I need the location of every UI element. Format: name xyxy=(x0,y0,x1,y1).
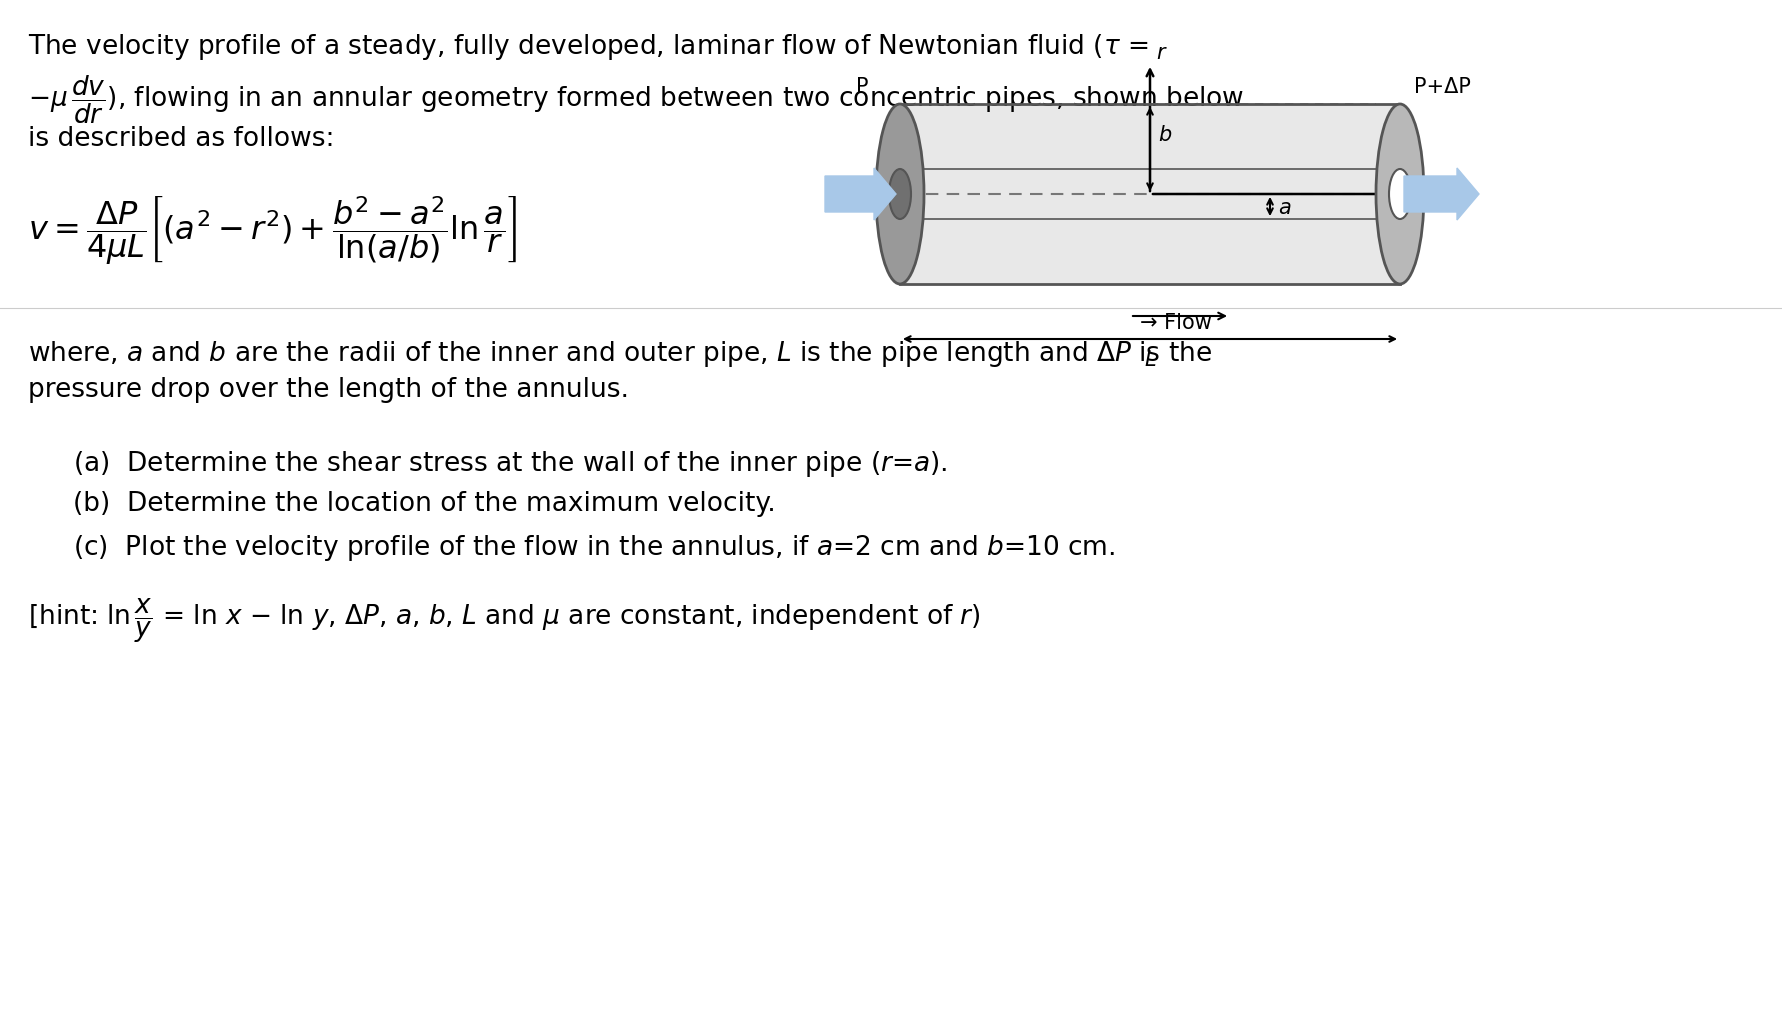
Ellipse shape xyxy=(1388,170,1411,220)
Text: b: b xyxy=(1158,125,1171,145)
Ellipse shape xyxy=(1376,105,1424,284)
Text: The velocity profile of a steady, fully developed, laminar flow of Newtonian flu: The velocity profile of a steady, fully … xyxy=(29,32,1149,62)
Text: [hint: $\ln\dfrac{x}{y}$ = ln $x$ $-$ ln $y$, $\Delta P$, $a$, $b$, $L$ and $\mu: [hint: $\ln\dfrac{x}{y}$ = ln $x$ $-$ ln… xyxy=(29,596,980,645)
Text: (b)  Determine the location of the maximum velocity.: (b) Determine the location of the maximu… xyxy=(73,490,775,517)
Ellipse shape xyxy=(877,105,925,284)
Polygon shape xyxy=(900,105,1401,284)
Text: $v = \dfrac{\Delta P}{4\mu L}\left[(a^2 - r^2) + \dfrac{b^2 - a^2}{\ln(a/b)}\ln\: $v = \dfrac{\Delta P}{4\mu L}\left[(a^2 … xyxy=(29,194,517,266)
FancyArrow shape xyxy=(1404,169,1479,221)
Text: r: r xyxy=(1157,43,1165,63)
Text: pressure drop over the length of the annulus.: pressure drop over the length of the ann… xyxy=(29,377,629,403)
Ellipse shape xyxy=(889,170,911,220)
Text: where, $a$ and $b$ are the radii of the inner and outer pipe, $L$ is the pipe le: where, $a$ and $b$ are the radii of the … xyxy=(29,338,1212,369)
Text: a: a xyxy=(1278,198,1290,217)
Text: P+ΔP: P+ΔP xyxy=(1415,76,1470,97)
Text: (c)  Plot the velocity profile of the flow in the annulus, if $a$=2 cm and $b$=1: (c) Plot the velocity profile of the flo… xyxy=(73,533,1116,562)
Text: P: P xyxy=(855,76,870,97)
Text: L: L xyxy=(1144,350,1157,370)
Text: → Flow: → Flow xyxy=(1140,313,1212,332)
FancyArrow shape xyxy=(825,169,896,221)
Text: is described as follows:: is described as follows: xyxy=(29,126,335,152)
Text: $-\mu\,\dfrac{dv}{dr}$), flowing in an annular geometry formed between two conce: $-\mu\,\dfrac{dv}{dr}$), flowing in an a… xyxy=(29,74,1244,126)
Text: (a)  Determine the shear stress at the wall of the inner pipe ($r$=$a$).: (a) Determine the shear stress at the wa… xyxy=(73,448,948,479)
